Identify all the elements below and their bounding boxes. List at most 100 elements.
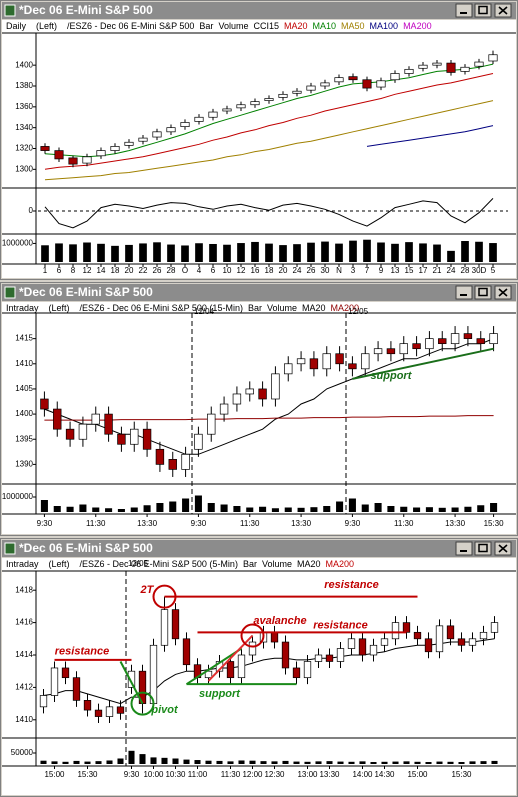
volume-bar	[216, 760, 223, 764]
y-tick-label: 1400	[15, 60, 33, 69]
volume-bar	[282, 760, 289, 764]
volume-bar	[260, 761, 267, 764]
volume-bar	[405, 242, 413, 262]
candle-body	[104, 413, 113, 435]
candle-body	[152, 131, 162, 138]
x-tick-label: 13:00	[297, 770, 318, 779]
header-item: MA10	[313, 21, 337, 31]
volume-bar	[97, 243, 105, 262]
x-tick-label: 20	[279, 266, 288, 275]
volume-bar	[51, 761, 58, 764]
candle-body	[61, 667, 70, 679]
candle-body	[180, 122, 190, 127]
candle-body	[40, 398, 49, 410]
candle-body	[335, 353, 344, 365]
x-tick-label: 13	[391, 266, 400, 275]
moving-average	[44, 63, 494, 158]
window-icon	[4, 4, 16, 17]
title-bar	[2, 284, 516, 301]
y-tick-label: 50000	[11, 748, 34, 757]
volume-bar	[447, 761, 454, 764]
header-item: CCI15	[253, 21, 279, 31]
x-tick-label: 9:30	[124, 770, 140, 779]
y-tick-label: 1390	[15, 460, 33, 469]
maximize-glyph	[478, 543, 488, 553]
candle-body	[138, 137, 148, 142]
volume-bar	[62, 761, 69, 764]
candle-body	[322, 353, 331, 370]
volume-bar	[349, 240, 357, 262]
candle-body	[391, 622, 400, 640]
candle-body	[418, 64, 428, 69]
volume-bar	[271, 508, 279, 512]
volume-bar	[370, 762, 377, 764]
volume-bar	[271, 761, 278, 764]
volume-bar	[83, 242, 91, 262]
annotation-line	[185, 647, 243, 685]
candle-body	[50, 667, 59, 696]
x-tick-label: 11:30	[240, 519, 260, 528]
volume-bar	[169, 501, 177, 512]
candle-body	[309, 358, 319, 370]
moving-average	[43, 638, 495, 705]
x-tick-label: 24	[447, 266, 456, 275]
x-tick-label: 10:00	[143, 770, 164, 779]
candle-body	[402, 622, 411, 633]
volume-bar	[447, 250, 455, 262]
candle-body	[127, 670, 136, 688]
volume-bar	[183, 759, 190, 764]
volume-bar	[40, 760, 47, 764]
candle-body	[166, 127, 176, 133]
volume-bar	[400, 506, 408, 512]
candle-body	[208, 111, 218, 118]
candle-body	[194, 433, 203, 450]
annotation-circle	[240, 623, 265, 648]
candle-body	[65, 428, 75, 440]
annotation-label: resistance	[324, 579, 378, 591]
x-tick-label: 26	[153, 266, 162, 275]
volume-bar	[41, 245, 49, 262]
window-button[interactable]	[455, 3, 473, 18]
header-item: (Left)	[49, 559, 70, 569]
candle-body	[278, 93, 288, 98]
volume-bar	[227, 761, 234, 764]
x-tick-label: 8	[71, 266, 76, 275]
volume-bar	[433, 244, 441, 262]
candle-body	[226, 661, 235, 679]
volume-bar	[194, 495, 202, 512]
x-tick-label: 15:00	[44, 770, 65, 779]
candle-body	[53, 408, 62, 430]
candle-body	[413, 631, 422, 640]
candle-body	[362, 79, 372, 89]
volume-bar	[207, 503, 215, 512]
volume-bar	[374, 503, 382, 512]
title-bar	[2, 540, 516, 557]
candle-body	[91, 413, 100, 425]
x-tick-label: 15:30	[77, 770, 98, 779]
candle-body	[219, 403, 229, 415]
moving-average	[44, 73, 494, 170]
candle-body	[369, 644, 378, 656]
candle-body	[105, 706, 114, 717]
y-tick-label: 1320	[15, 144, 33, 153]
candle-body	[138, 670, 147, 704]
header-item: MA200	[326, 559, 355, 569]
candle-body	[54, 150, 64, 160]
x-tick-label: 11:30	[221, 770, 241, 779]
candle-body	[460, 66, 470, 72]
volume-bar	[125, 244, 133, 262]
volume-bar	[436, 761, 443, 764]
window-button[interactable]	[455, 285, 473, 300]
x-tick-label: 21	[433, 266, 442, 275]
y-tick-label: 1410	[15, 359, 33, 368]
x-tick-label: 15:30	[484, 519, 505, 528]
chart-header: Daily (Left) /ESZ6 - Dec 06 E-Mini S&P 500…	[6, 21, 432, 31]
y-tick-label: 1395	[15, 434, 33, 443]
close-glyph	[498, 544, 508, 553]
candle-body	[325, 654, 334, 662]
y-tick-label: 1300	[15, 164, 33, 173]
annotation-label: support	[370, 370, 412, 382]
window-button[interactable]	[455, 541, 473, 556]
candle-body	[336, 648, 345, 662]
y-tick-label: 1340	[15, 123, 33, 132]
